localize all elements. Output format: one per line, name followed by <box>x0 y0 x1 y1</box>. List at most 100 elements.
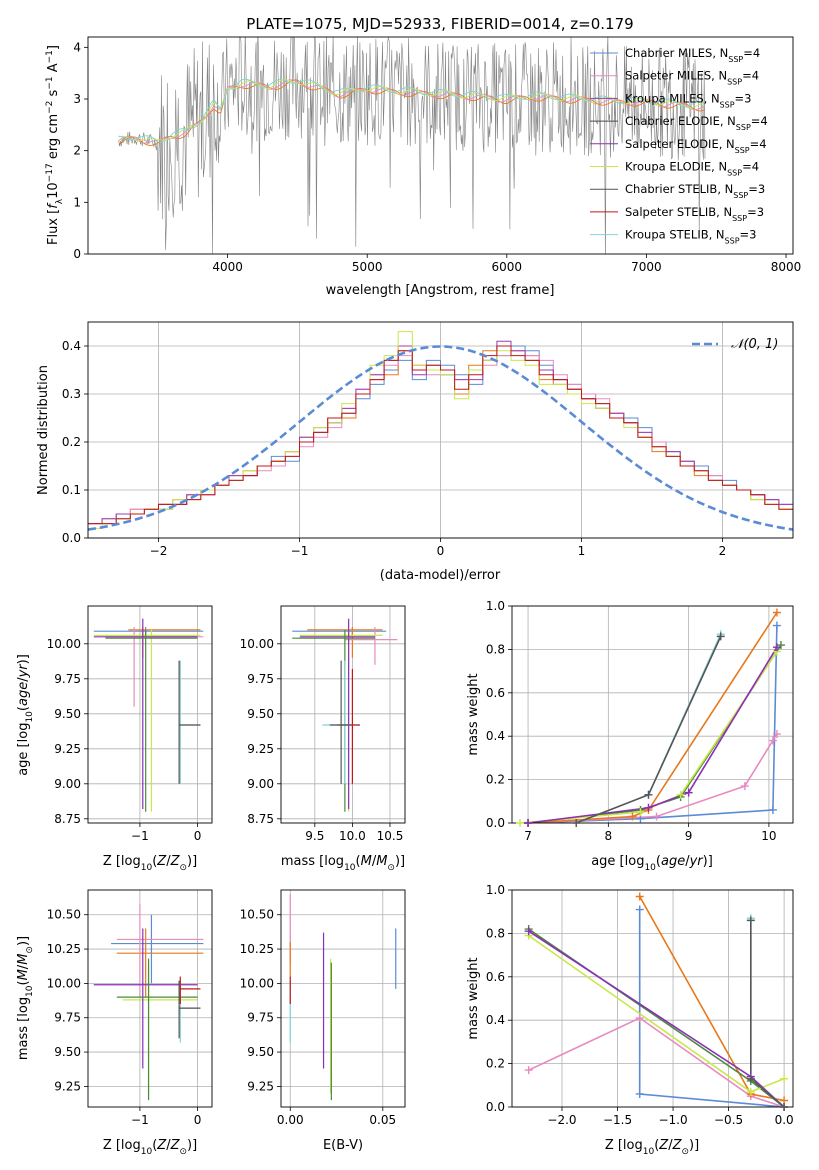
label-part: ( <box>16 706 31 711</box>
mass-weight-marker <box>524 927 533 936</box>
legend-tail: =3 <box>735 91 752 105</box>
label-part: Z <box>170 854 181 869</box>
y-tick-label: 1.0 <box>486 883 505 897</box>
plot-area-massweight_vs_age <box>519 612 782 823</box>
spectrum-y-label: Flux [fλ10−17 erg cm−2 s−1 A−1] <box>45 45 65 245</box>
legend-sub: SSP <box>728 55 743 64</box>
label-part: ( <box>152 1138 157 1153</box>
label-part: ( <box>356 854 361 869</box>
label-part: λ <box>55 198 65 204</box>
label-part: )] <box>16 654 31 664</box>
x-tick-label: −2.0 <box>547 1113 576 1127</box>
legend-sub: SSP <box>733 191 748 200</box>
y-tick-label: 0.1 <box>62 483 81 497</box>
axes-frame <box>511 605 794 824</box>
label-part: Z <box>672 1138 683 1153</box>
label-part: ( <box>654 1138 659 1153</box>
x-tick-label: 7 <box>524 829 532 843</box>
label-part: Z <box>658 1138 669 1153</box>
label-part: M <box>376 854 387 869</box>
mass-weight-series <box>749 920 785 1107</box>
legend-tail: =4 <box>750 137 767 151</box>
y-tick-label: 0.2 <box>62 435 81 449</box>
label-part: −17 <box>45 163 55 182</box>
label-part: Z <box>156 854 167 869</box>
label-part: / <box>166 1138 171 1153</box>
y-tick-label: 9.75 <box>54 672 81 686</box>
x-tick-label: 9.5 <box>305 829 324 843</box>
y-tick-label: 8.75 <box>54 812 81 826</box>
axes-frame <box>280 605 406 824</box>
label-part: −1 <box>45 50 55 63</box>
legend-sub: SSP <box>727 168 742 177</box>
residuals-y-label: Normed distribution <box>36 365 51 495</box>
mass-weight-marker <box>780 1103 789 1111</box>
plot-area-mass_vs_z <box>93 903 204 1101</box>
mass-weight-marker <box>746 1087 755 1096</box>
legend-entry: Kroupa MILES, NSSP=3 <box>625 91 751 109</box>
label-part: −2 <box>45 101 55 114</box>
mass-weight-marker <box>676 790 685 799</box>
y-tick-label: 0.0 <box>486 816 505 830</box>
label-part: ( <box>16 980 31 985</box>
y-tick-label: 0.4 <box>486 1013 505 1027</box>
mass-weight-marker <box>746 916 755 925</box>
label-part: 10 <box>643 1147 655 1157</box>
label-part: M <box>16 954 31 965</box>
y-tick-label: 9.50 <box>54 707 81 721</box>
legend-label: Kroupa ELODIE, N <box>625 160 727 174</box>
mass-weight-marker <box>772 621 781 630</box>
mass-weight-marker <box>635 892 644 901</box>
y-tick-label: 10.25 <box>240 942 274 956</box>
age-mass-x-label: mass [log10(M/M⊙)] <box>281 854 405 873</box>
axes-frame <box>280 889 406 1108</box>
legend-tail: =4 <box>751 114 768 128</box>
label-part: Flux [ <box>46 209 61 245</box>
plot-area-age_vs_z <box>93 618 204 812</box>
label-part: 10 <box>25 985 35 997</box>
spectrum-model-line <box>118 79 706 144</box>
mass-weight-marker <box>746 1074 755 1083</box>
axes-frame <box>511 889 794 1108</box>
label-part: Z <box>156 1138 167 1153</box>
mass-weight-series <box>528 733 778 823</box>
mass-weight-marker <box>636 808 645 817</box>
legend-sub: SSP <box>725 236 740 245</box>
mass-weight-marker <box>572 819 581 827</box>
plot-area-massweight_vs_z <box>528 896 785 1107</box>
label-part: yr <box>689 854 705 869</box>
x-tick-label: 9 <box>685 829 693 843</box>
y-tick-label: 0.8 <box>486 642 505 656</box>
spectrum-model-line <box>118 78 706 143</box>
mw-age-x-label: age [log10(age/yr)] <box>591 854 713 873</box>
x-tick-label: 0 <box>194 829 202 843</box>
axes-frame <box>87 36 794 255</box>
y-tick-label: 0.4 <box>62 339 81 353</box>
mass-weight-series <box>528 934 785 1093</box>
ebv-x-label: E(B-V) <box>323 1138 363 1153</box>
x-tick-label: 0.05 <box>369 1113 396 1127</box>
mass-weight-marker <box>516 819 525 827</box>
axes-age_vs_z: −1 0 8.75 9.00 9.25 9.50 9.75 10.00 <box>47 605 213 843</box>
y-tick-label: 9.00 <box>247 777 274 791</box>
legend-tail: =4 <box>743 46 760 60</box>
label-part: age <box>661 854 685 869</box>
y-tick-label: 9.00 <box>54 777 81 791</box>
mass-weight-marker <box>716 632 725 641</box>
label-part: / <box>372 854 377 869</box>
mass-weight-marker <box>684 788 693 797</box>
spectrum-model-line <box>118 79 706 146</box>
x-tick-label: −1 <box>131 1113 149 1127</box>
mass-weight-series <box>528 930 785 1107</box>
label-part: )] <box>187 854 197 869</box>
x-tick-label: 0 <box>194 1113 202 1127</box>
label-part: M <box>361 854 372 869</box>
normal-curve <box>88 345 793 531</box>
axes-mass_vs_ebv: 0.00 0.05 9.25 9.50 9.75 10.00 10.25 10.50 <box>240 889 406 1127</box>
label-part: 10 <box>141 1147 153 1157</box>
mass-weight-marker <box>635 1014 644 1023</box>
mass-weight-marker <box>524 1066 533 1075</box>
x-tick-label: −1.5 <box>603 1113 632 1127</box>
label-part: f <box>46 202 61 209</box>
x-tick-label: 10.0 <box>339 829 366 843</box>
